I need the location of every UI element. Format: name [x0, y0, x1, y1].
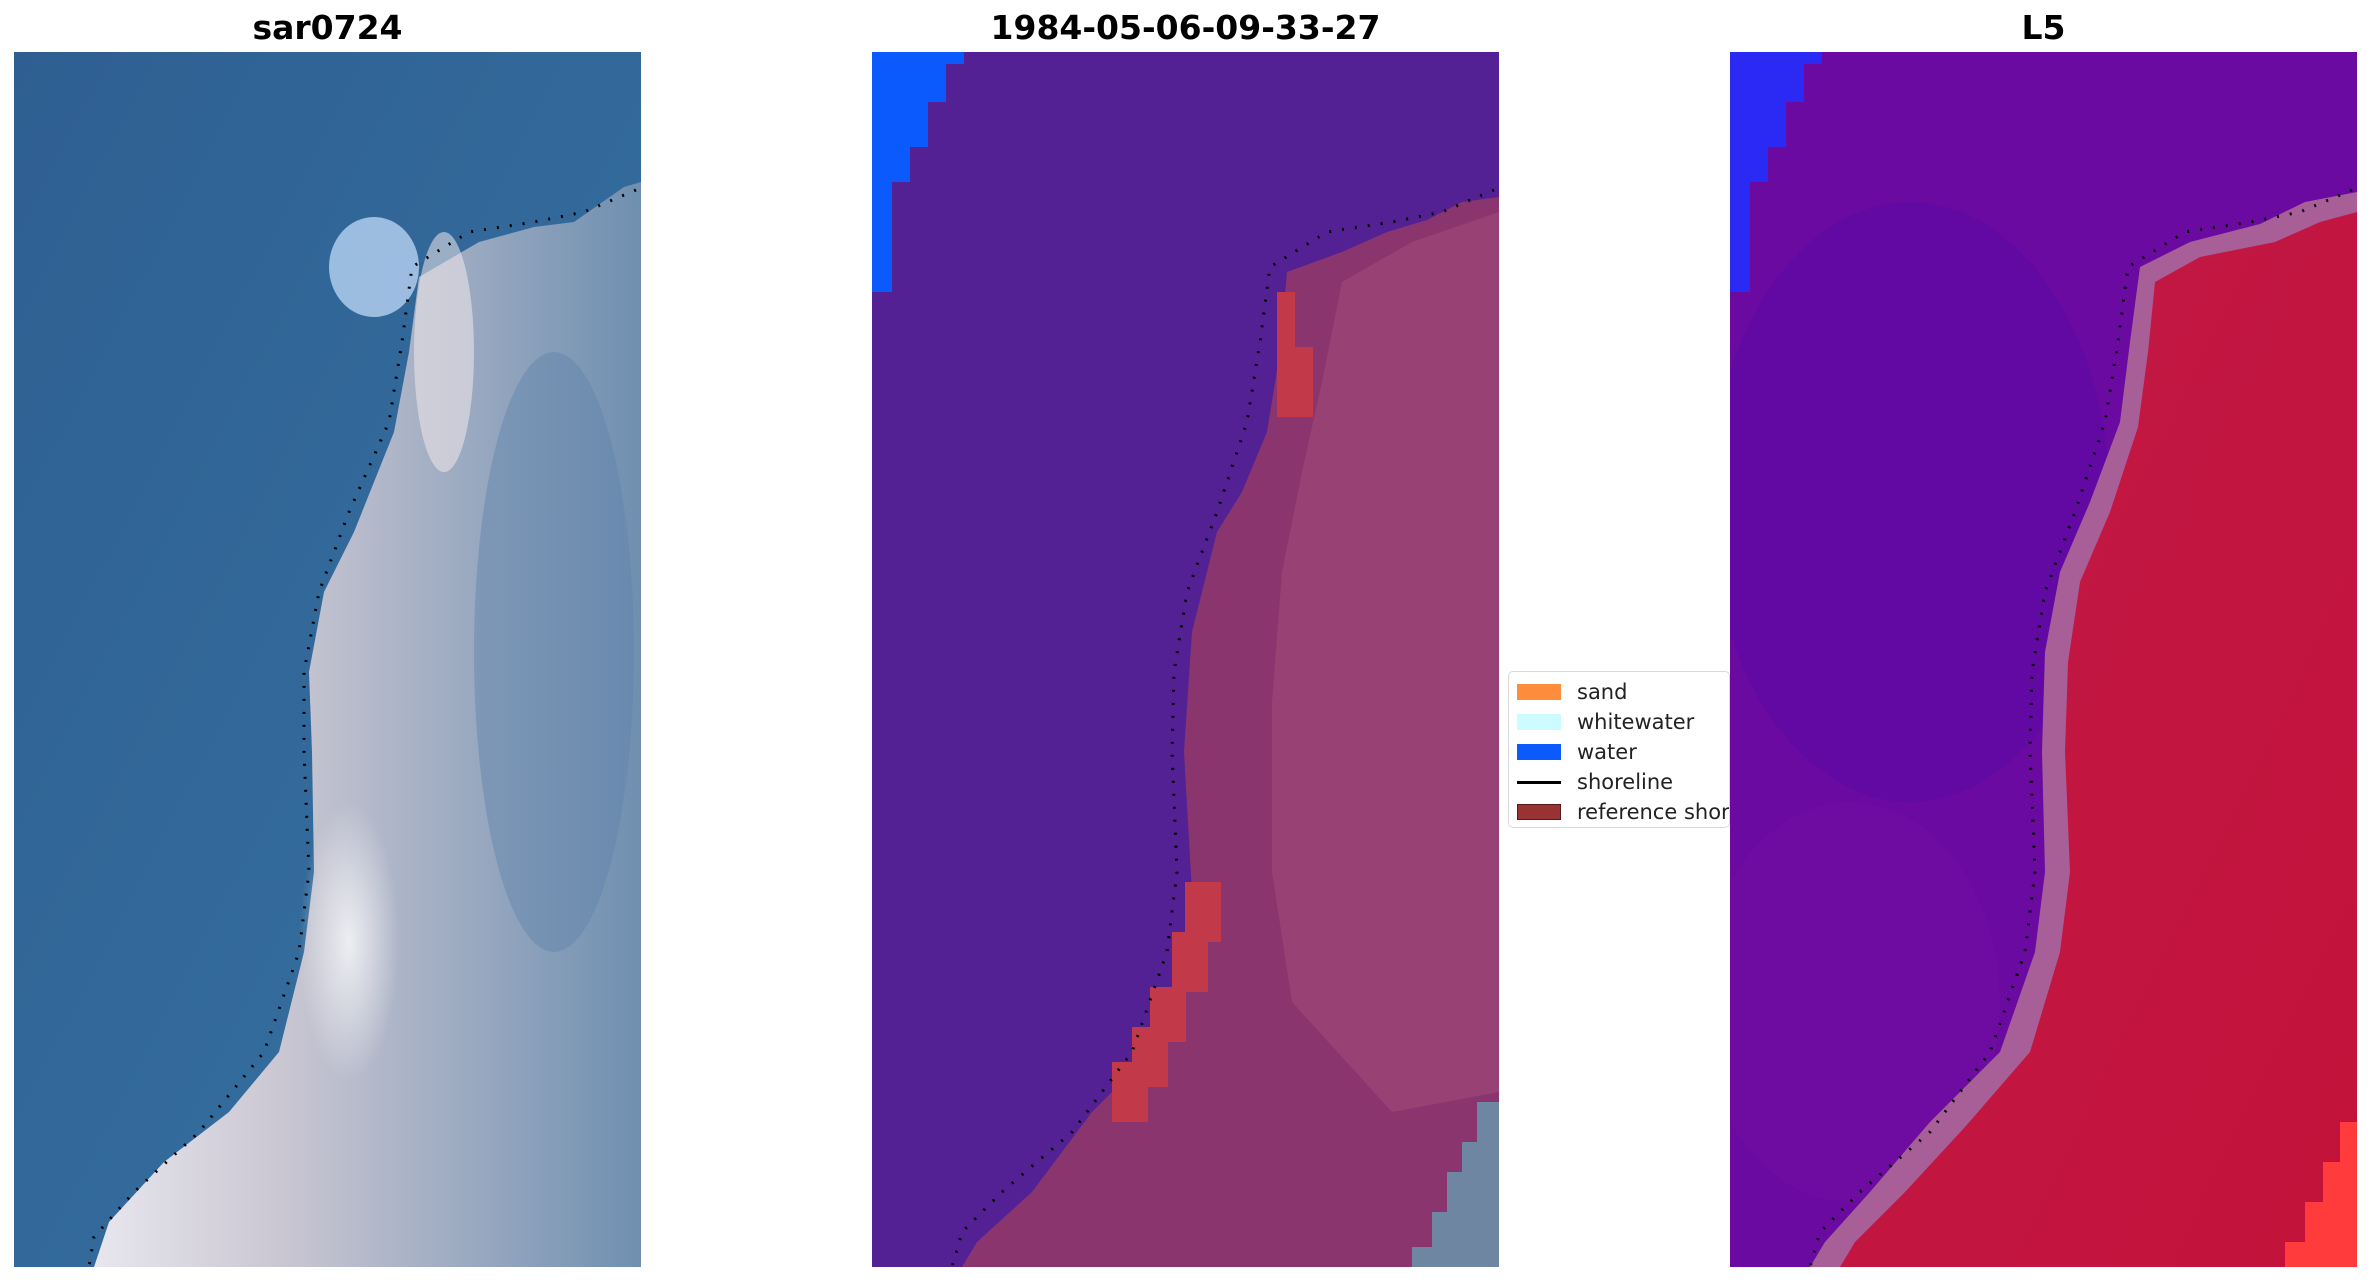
legend-item-whitewater: whitewater: [1517, 710, 1695, 734]
legend-item-sand: sand: [1517, 680, 1628, 704]
rgb-satellite-image: [14, 52, 641, 1267]
water-swatch: [1517, 744, 1561, 760]
legend-label: whitewater: [1577, 710, 1695, 734]
legend-label: reference shoreline: [1577, 800, 1730, 824]
legend: sand whitewater water shoreline referenc…: [1508, 671, 1730, 828]
classified-image: [872, 52, 1499, 1267]
panel-title-index: L5: [2021, 8, 2066, 47]
sand-swatch: [1517, 684, 1561, 700]
legend-item-shoreline: shoreline: [1517, 770, 1674, 794]
legend-label: water: [1577, 740, 1637, 764]
panel-title-rgb: sar0724: [252, 8, 403, 47]
reference-shoreline-swatch: [1517, 804, 1561, 820]
index-image: [1730, 52, 2357, 1267]
legend-label: sand: [1577, 680, 1628, 704]
legend-item-water: water: [1517, 740, 1637, 764]
legend-label: shoreline: [1577, 770, 1674, 794]
whitewater-swatch: [1517, 714, 1561, 730]
panel-title-classified: 1984-05-06-09-33-27: [990, 8, 1381, 47]
legend-item-reference-shoreline: reference shoreline: [1517, 800, 1730, 824]
shoreline-line-icon: [1517, 780, 1561, 784]
